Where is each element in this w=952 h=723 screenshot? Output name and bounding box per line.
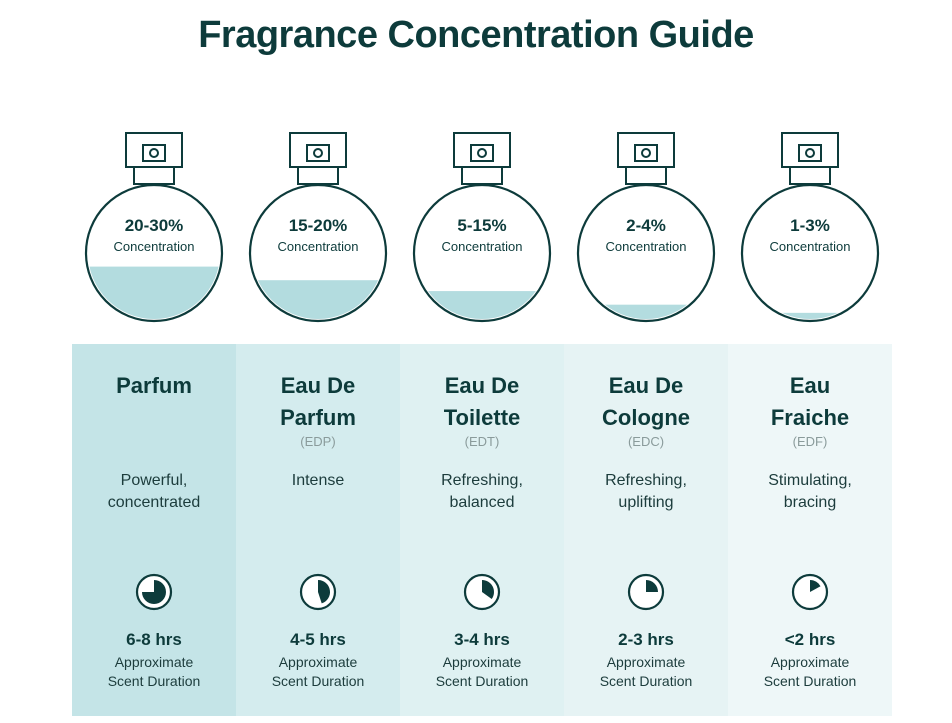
description-line: balanced: [449, 494, 515, 511]
fragrance-name-line: Eau De: [280, 373, 356, 398]
fragrance-name-line: Eau: [789, 373, 831, 398]
concentration-label: Concentration: [113, 239, 195, 254]
clock-icon: [627, 573, 665, 611]
description-line: uplifting: [618, 494, 674, 511]
concentration-label: Concentration: [769, 239, 851, 254]
fragrance-name-line: Cologne: [602, 405, 690, 430]
duration-label-line: Scent Duration: [107, 673, 201, 689]
concentration-percent: 5-15%: [457, 216, 507, 235]
bottle-neck: [625, 165, 667, 185]
fragrance-description: Refreshing, balanced: [400, 470, 564, 514]
fragrance-name-line: Toilette: [443, 405, 521, 430]
duration-label-line: Scent Duration: [435, 673, 529, 689]
info-panel: [72, 344, 236, 716]
duration-label-line: Scent Duration: [271, 673, 365, 689]
description-line: Powerful,: [120, 472, 188, 489]
duration-label-line: Scent Duration: [599, 673, 693, 689]
concentration-label: Concentration: [277, 239, 359, 254]
fragrance-description: Powerful, concentrated: [72, 470, 236, 514]
bottle-neck: [461, 165, 503, 185]
fragrance-abbreviation: (EDF): [792, 434, 828, 449]
info-panel: [564, 344, 728, 716]
fragrance-abbreviation: (EDC): [627, 434, 665, 449]
clock-wedge: [810, 580, 821, 592]
scent-duration-value: 4-5 hrs: [290, 630, 346, 649]
clock-wedge: [482, 580, 494, 600]
scent-duration-label: Approximate Scent Duration: [564, 653, 728, 691]
clock-icon: [135, 573, 173, 611]
clock-wedge: [318, 580, 330, 604]
fragrance-name-line: Fraiche: [770, 405, 850, 430]
fragrance-name-line: Eau De: [608, 373, 684, 398]
page-title: Fragrance Concentration Guide: [198, 14, 754, 56]
bottle-liquid: [744, 312, 876, 319]
concentration-percent: 15-20%: [288, 216, 348, 235]
concentration-percent: 1-3%: [790, 216, 830, 235]
fragrance-column: 20-30% Concentration Parfum Powerful, concen…: [72, 0, 236, 723]
scent-duration-value: 3-4 hrs: [454, 630, 510, 649]
concentration-label: Concentration: [605, 239, 687, 254]
duration-label-line: Approximate: [278, 654, 358, 670]
clock-wedge: [646, 580, 658, 592]
scent-duration-label: Approximate Scent Duration: [400, 653, 564, 691]
perfume-bottle-icon: [740, 132, 880, 323]
duration-label-line: Approximate: [770, 654, 850, 670]
description-line: Refreshing,: [441, 472, 523, 489]
fragrance-type-name: Eau De Toilette: [400, 370, 564, 434]
fragrance-type-name: Eau De Parfum: [236, 370, 400, 434]
duration-label-line: Approximate: [114, 654, 194, 670]
bottle-neck: [789, 165, 831, 185]
bottle-neck: [297, 165, 339, 185]
fragrance-type-name: Parfum: [72, 370, 236, 402]
clock-icon: [463, 573, 501, 611]
clock-icon: [299, 573, 337, 611]
clock-wedge: [142, 580, 166, 604]
perfume-bottle-icon: [248, 132, 388, 323]
fragrance-abbreviation: (EDP): [300, 434, 336, 449]
info-panel: [236, 344, 400, 716]
clock-icon: [791, 573, 829, 611]
scent-duration-value: 2-3 hrs: [618, 630, 674, 649]
description-line: Refreshing,: [605, 472, 687, 489]
scent-duration-label: Approximate Scent Duration: [728, 653, 892, 691]
fragrance-type-name: Eau De Cologne: [564, 370, 728, 434]
duration-label-line: Scent Duration: [763, 673, 857, 689]
description-line: concentrated: [107, 494, 201, 511]
concentration-percent: 20-30%: [124, 216, 184, 235]
scent-duration-value: 6-8 hrs: [126, 630, 182, 649]
duration-label-line: Approximate: [442, 654, 522, 670]
concentration-percent: 2-4%: [626, 216, 666, 235]
bottle-liquid: [88, 266, 220, 319]
scent-duration-label: Approximate Scent Duration: [236, 653, 400, 691]
fragrance-type-name: Eau Fraiche: [728, 370, 892, 434]
bottle-neck: [133, 165, 175, 185]
fragrance-column: 5-15% Concentration Eau De Toilette (EDT) Ref…: [400, 0, 564, 723]
fragrance-abbreviation: (EDT): [464, 434, 500, 449]
info-panel: [728, 344, 892, 716]
scent-duration-label: Approximate Scent Duration: [72, 653, 236, 691]
fragrance-column: 15-20% Concentration Eau De Parfum (EDP) Inte…: [236, 0, 400, 723]
perfume-bottle-icon: [412, 132, 552, 323]
scent-duration-value: <2 hrs: [784, 630, 836, 649]
info-panel: [400, 344, 564, 716]
description-line: Stimulating,: [768, 472, 852, 489]
fragrance-name-line: Parfum: [116, 373, 192, 398]
fragrance-column: 1-3% Concentration Eau Fraiche (EDF) Stimulat…: [728, 0, 892, 723]
fragrance-description: Refreshing, uplifting: [564, 470, 728, 514]
description-line: bracing: [783, 494, 837, 511]
fragrance-name-line: Parfum: [280, 405, 356, 430]
fragrance-column: 2-4% Concentration Eau De Cologne (EDC) Refre…: [564, 0, 728, 723]
duration-label-line: Approximate: [606, 654, 686, 670]
description-line: Intense: [291, 472, 345, 489]
bottle-liquid: [580, 304, 712, 319]
fragrance-name-line: Eau De: [444, 373, 520, 398]
concentration-label: Concentration: [441, 239, 523, 254]
perfume-bottle-icon: [576, 132, 716, 323]
fragrance-description: Stimulating, bracing: [728, 470, 892, 514]
bottle-liquid: [416, 291, 548, 319]
perfume-bottle-icon: [84, 132, 224, 323]
fragrance-description: Intense: [236, 470, 400, 492]
